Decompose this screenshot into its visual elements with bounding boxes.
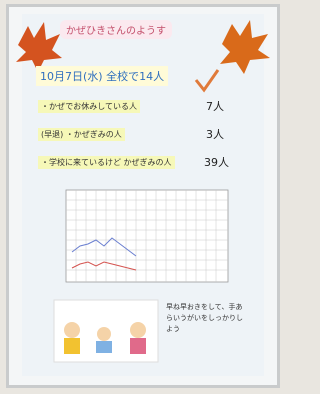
row-label: ・かぜでお休みしている人 — [38, 100, 140, 113]
maple-leaf-left — [16, 22, 62, 72]
check-mark — [196, 70, 218, 90]
note: 早ね早おきをして、手あらいうがいをしっかりしよう — [166, 302, 248, 335]
graph-paper — [66, 190, 228, 282]
row-count: 3人 — [206, 126, 224, 142]
maple-leaf-right — [220, 20, 270, 74]
row-count: 39人 — [204, 154, 229, 170]
row-count: 7人 — [206, 98, 224, 114]
poster-title: かぜひきさんのようす — [60, 20, 172, 39]
illustration — [54, 300, 158, 362]
date-line: 10月7日(水) 全校で14人 — [36, 66, 168, 86]
photo: かぜひきさんのようす 10月7日(水) 全校で14人 ・かぜでお休みしている人 … — [0, 0, 287, 394]
row-label: ・学校に来ているけど かぜぎみの人 — [38, 156, 175, 169]
row-label: (早退) ・かぜぎみの人 — [38, 128, 125, 141]
